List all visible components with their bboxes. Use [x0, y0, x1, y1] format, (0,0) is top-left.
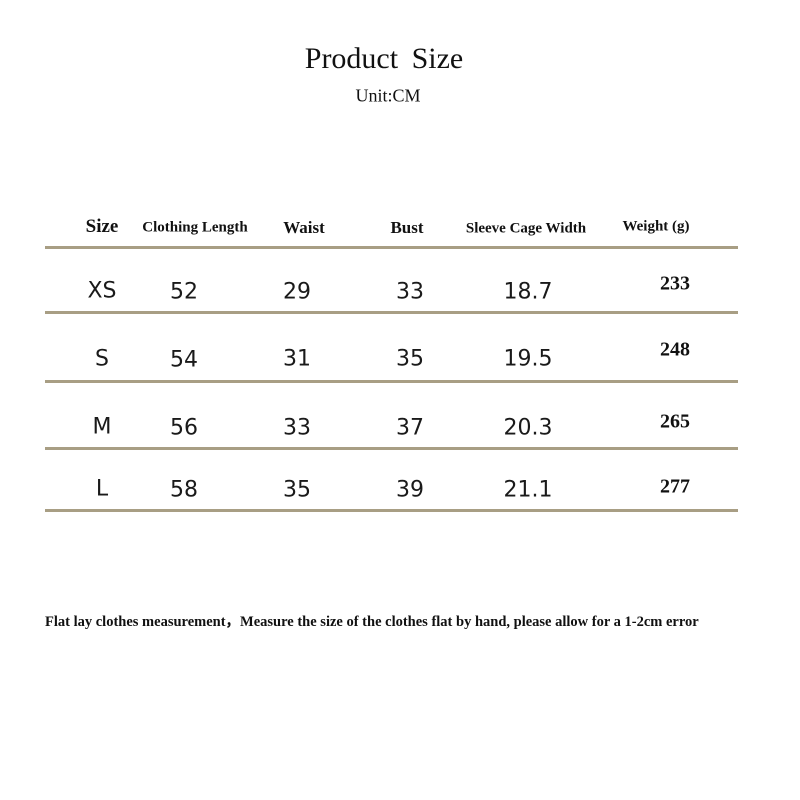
divider [45, 311, 738, 314]
divider [45, 380, 738, 383]
cell-weight: 233 [660, 272, 690, 295]
cell-waist: 31 [283, 346, 311, 372]
cell-bust: 33 [396, 279, 424, 305]
divider [45, 447, 738, 450]
page-title: Product Size [304, 42, 464, 75]
cell-size: L [95, 476, 109, 502]
divider [45, 246, 738, 249]
header-sleeve-cage-width: Sleeve Cage Width [465, 220, 587, 237]
cell-weight: 248 [660, 338, 690, 361]
cell-size: M [92, 414, 112, 440]
cell-bust: 35 [396, 346, 424, 372]
cell-bust: 39 [396, 477, 424, 503]
cell-weight: 277 [660, 475, 690, 498]
header-clothing-length: Clothing Length [142, 219, 248, 236]
cell-waist: 33 [283, 415, 311, 441]
header-size: Size [85, 216, 119, 237]
header-bust: Bust [390, 218, 424, 237]
measurement-note: Flat lay clothes measurement，Measure the… [45, 614, 699, 630]
cell-weight: 265 [660, 410, 690, 433]
cell-sleeve: 18.7 [503, 279, 553, 305]
unit-label: Unit:CM [355, 85, 421, 106]
cell-sleeve: 20.3 [503, 415, 553, 441]
cell-clothing-length: 58 [170, 477, 198, 503]
cell-clothing-length: 54 [170, 347, 198, 373]
cell-clothing-length: 56 [170, 415, 198, 441]
cell-waist: 29 [283, 279, 311, 305]
divider [45, 509, 738, 512]
cell-clothing-length: 52 [170, 279, 198, 305]
cell-sleeve: 21.1 [503, 477, 553, 503]
cell-sleeve: 19.5 [503, 346, 553, 372]
header-weight: Weight (g) [622, 218, 690, 235]
cell-size: S [95, 346, 109, 372]
cell-bust: 37 [396, 415, 424, 441]
cell-size: XS [87, 278, 117, 304]
cell-waist: 35 [283, 477, 311, 503]
header-waist: Waist [283, 218, 325, 237]
